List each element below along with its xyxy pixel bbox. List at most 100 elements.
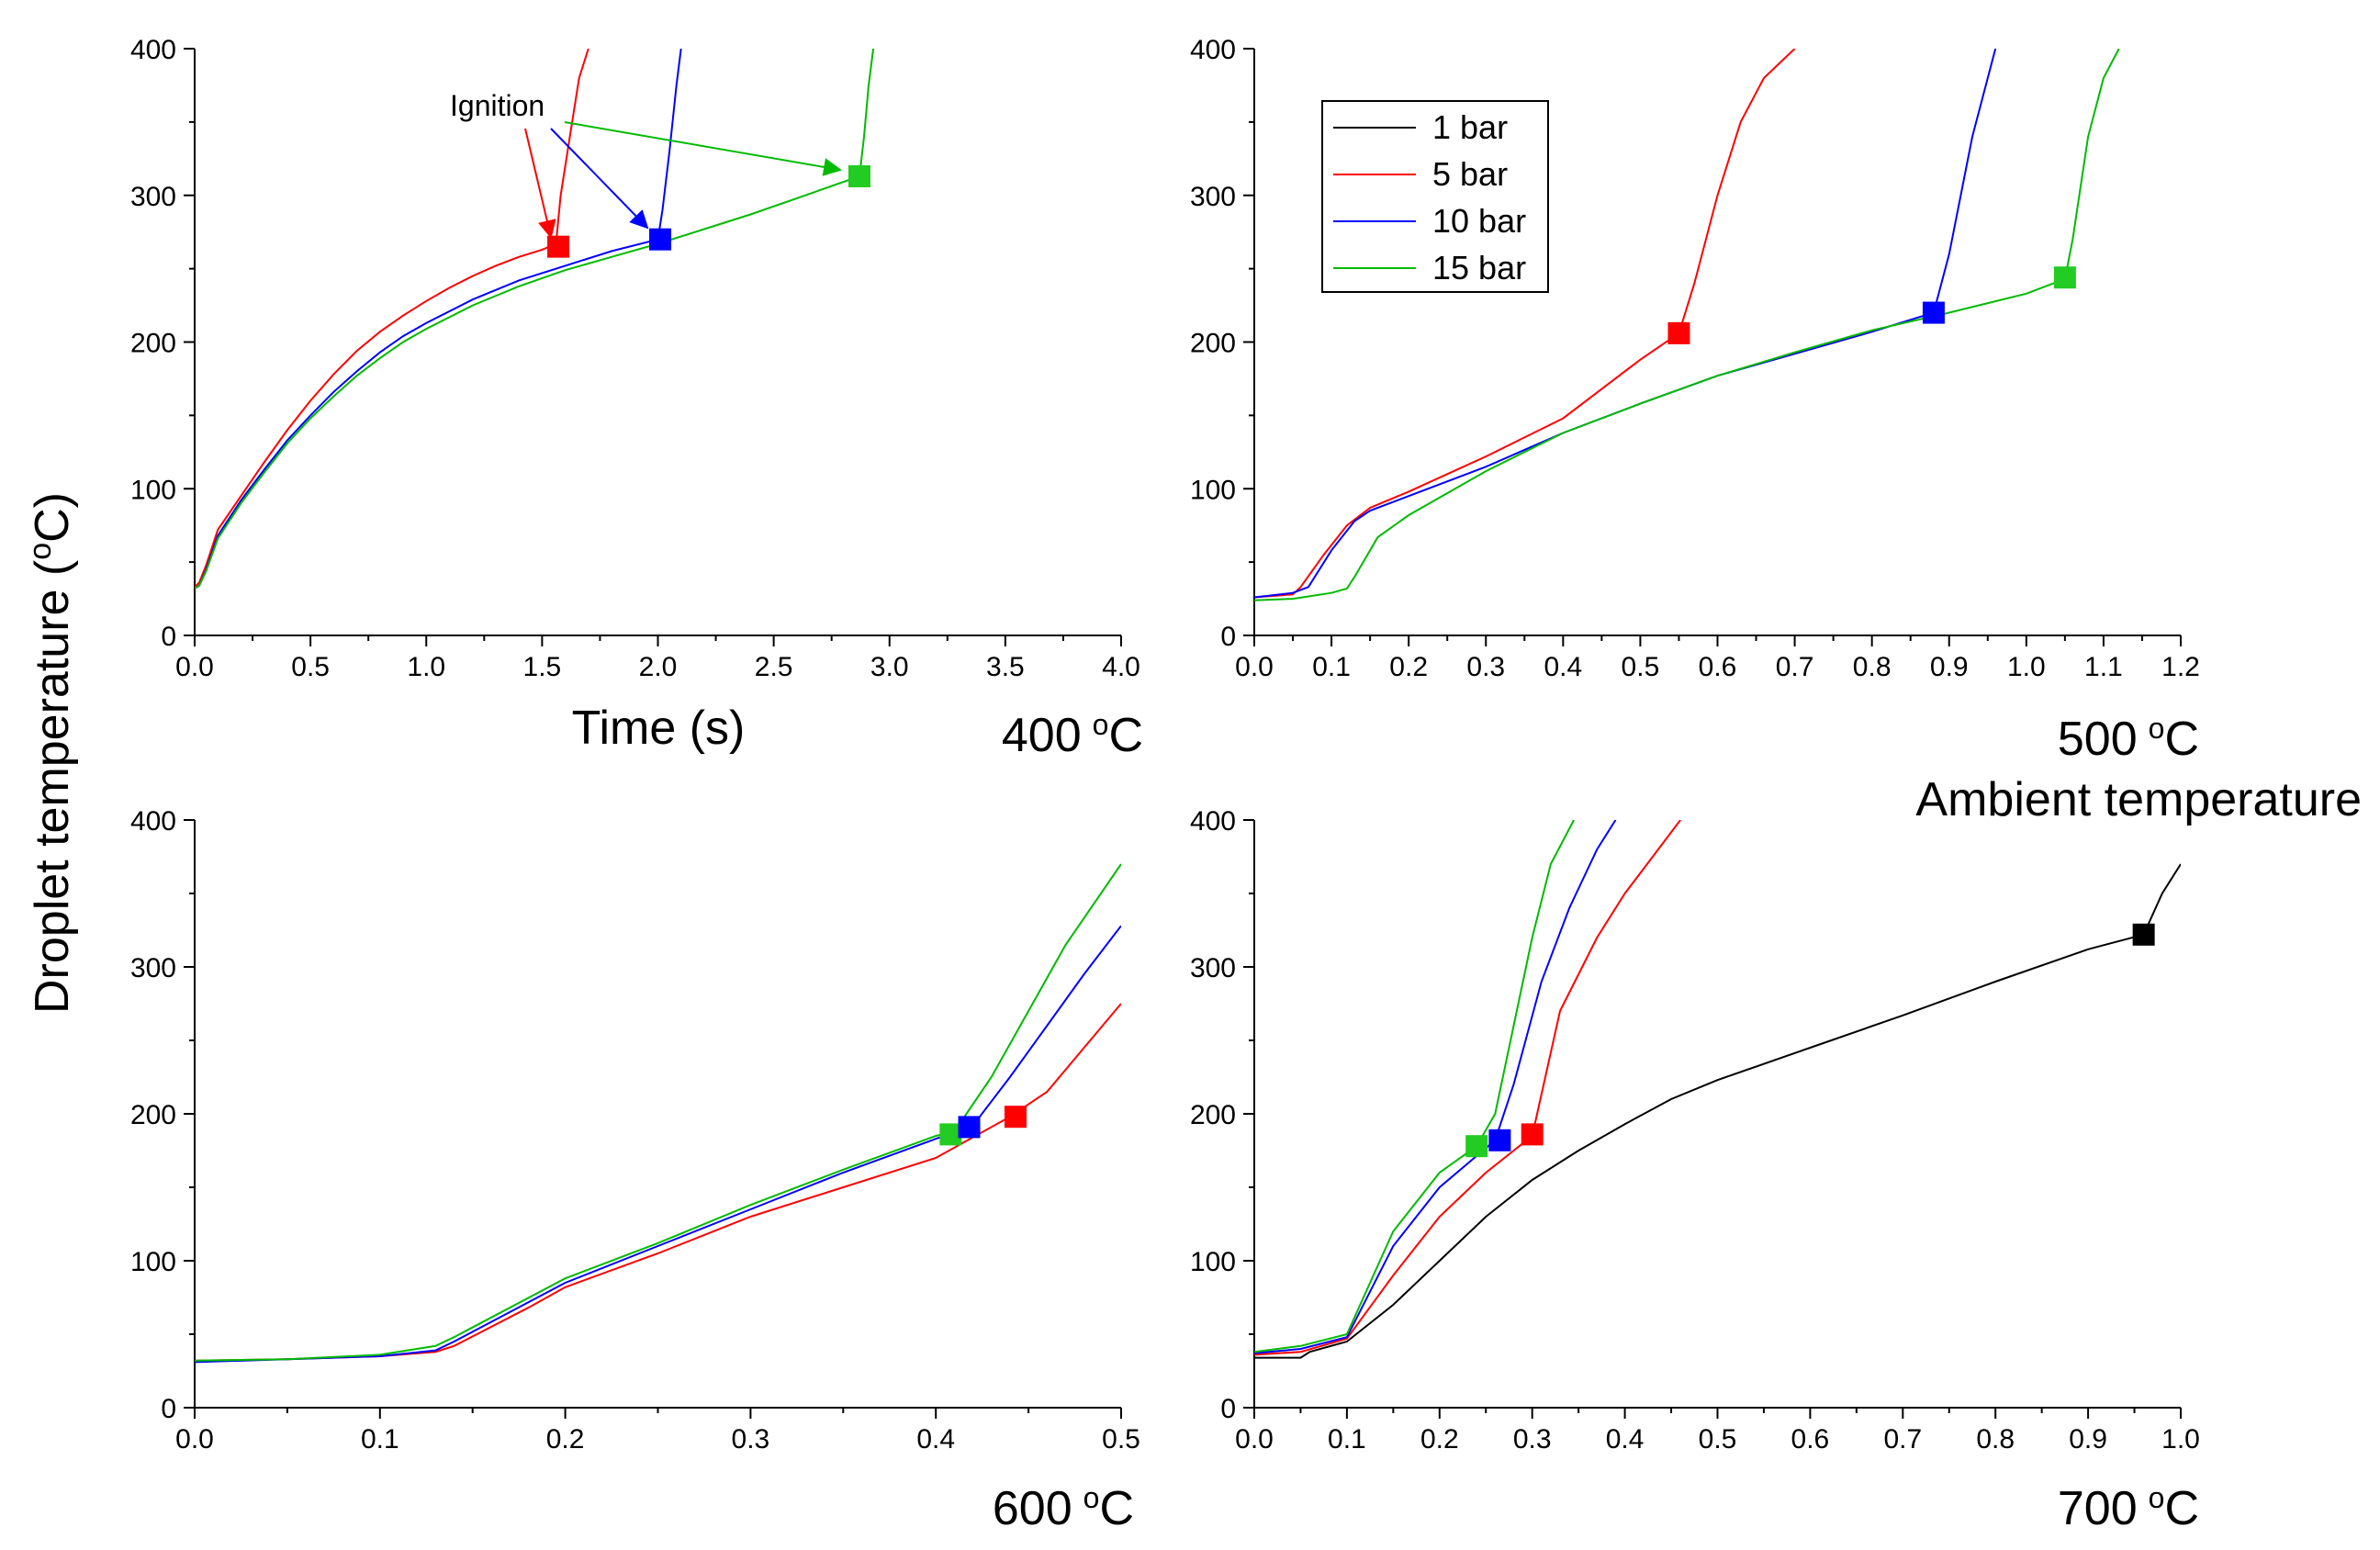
x-tick-label: 0.5 [1622, 652, 1660, 682]
x-tick-label: 0.0 [1235, 652, 1274, 682]
x-tick-label: 0.4 [1544, 652, 1582, 682]
legend-label-15-bar: 15 bar [1432, 249, 1526, 286]
ignition-marker-5-bar [1521, 1123, 1544, 1146]
panel-600c: 0.0 0.1 0.2 0.3 0.4 0.5 0 100 200 300 400 [130, 806, 1140, 1455]
series-line-5-bar [195, 1003, 1121, 1362]
x-tick-label: 0.7 [1883, 1424, 1922, 1455]
panel-label-400c: 400 oC [1002, 708, 1143, 762]
panel-label-500c: 500 oC [2058, 712, 2199, 766]
y-axis-label-text: Droplet temperature ( [26, 559, 79, 1014]
x-tick-label: 0.6 [1699, 652, 1737, 682]
x-tick-label: 0.2 [1389, 652, 1428, 682]
ignition-marker-5-bar [1004, 1106, 1027, 1129]
x-tick-label: 0.3 [732, 1424, 770, 1455]
ignition-marker-10-bar [958, 1116, 981, 1139]
ignition-marker-1-bar [2132, 923, 2155, 946]
ignition-marker-10-bar [1488, 1129, 1511, 1151]
x-tick-label: 0.7 [1776, 652, 1814, 682]
y-tick-label: 400 [130, 35, 176, 65]
ignition-marker-15-bar [939, 1123, 962, 1146]
y-tick-label: 200 [1190, 1100, 1236, 1130]
y-tick-label: 0 [161, 1394, 176, 1424]
series-line-10-bar [195, 49, 682, 590]
y-tick-label: 400 [130, 806, 176, 837]
series-line-1-bar [1254, 863, 2181, 1359]
series-line-5-bar [1254, 49, 1796, 599]
x-tick-label: 1.0 [2161, 1424, 2200, 1455]
ignition-arrow-green [564, 121, 842, 176]
x-tick-label: 1.1 [2084, 652, 2123, 682]
ignition-arrow-red [524, 128, 556, 239]
x-tick-label: 0.2 [546, 1424, 585, 1455]
x-tick-label: 0.9 [1930, 652, 1969, 682]
y-axis-label-unit: C) [26, 492, 79, 543]
x-tick-label: 0.5 [1699, 1424, 1737, 1455]
ignition-marker-15-bar [2053, 266, 2076, 289]
panel-label-600c: 600 oC [993, 1481, 1134, 1535]
series-line-15-bar [195, 49, 875, 590]
series-line-5-bar [195, 49, 589, 589]
legend-label-1-bar: 1 bar [1432, 108, 1508, 146]
x-tick-label: 0.8 [1853, 652, 1892, 682]
y-tick-label: 0 [161, 622, 176, 652]
ignition-marker-10-bar [1922, 301, 1945, 324]
x-tick-label: 0.8 [1976, 1424, 2015, 1455]
x-axis-label: Time (s) [572, 702, 746, 755]
panel-500c: 0.0 0.1 0.2 0.3 0.4 0.5 0.6 0.7 0.8 0.9 1.0 1.1 1.2 0… [1190, 35, 2200, 682]
legend-label-5-bar: 5 bar [1432, 155, 1508, 193]
panel-label-700c: 700 oC [2058, 1481, 2199, 1535]
y-tick-label: 0 [1220, 1394, 1236, 1424]
panel-400c: 0.0 0.5 1.0 1.5 2.0 2.5 3.0 3.5 4.0 0 100 200 300 400 [130, 35, 1140, 682]
ignition-annotation: Ignition [450, 89, 544, 122]
y-tick-label: 100 [130, 1247, 176, 1277]
x-tick-label: 0.6 [1791, 1424, 1830, 1455]
y-tick-label: 200 [130, 329, 176, 359]
legend-frame [1321, 100, 1549, 293]
y-tick-label: 100 [1190, 1247, 1236, 1277]
y-tick-label: 100 [130, 475, 176, 505]
x-tick-label: 0.1 [361, 1424, 399, 1455]
y-tick-label: 300 [1190, 182, 1236, 212]
x-tick-label: 2.5 [755, 652, 793, 682]
ignition-marker-5-bar [1667, 321, 1690, 344]
legend: 1 bar 5 bar 10 bar 15 bar [1321, 100, 1549, 293]
series-line-15-bar [195, 863, 1121, 1362]
x-tick-label: 1.0 [407, 652, 445, 682]
x-tick-label: 0.0 [1235, 1424, 1274, 1455]
y-axis-label-sup: o [23, 543, 58, 560]
x-tick-label: 0.4 [1606, 1424, 1645, 1455]
panel-700c: 0.0 0.1 0.2 0.3 0.4 0.5 0.6 0.7 0.8 0.9 1.0 0 100 200… [1190, 806, 2200, 1455]
x-tick-label: 2.0 [639, 652, 678, 682]
series-line-10-bar [1254, 820, 1617, 1354]
x-tick-label: 0.1 [1312, 652, 1351, 682]
y-tick-label: 100 [1190, 475, 1236, 505]
ignition-arrow-blue [550, 128, 649, 230]
y-tick-label: 0 [1220, 622, 1236, 652]
ignition-marker-15-bar [848, 164, 870, 187]
x-tick-label: 0.5 [1102, 1424, 1140, 1455]
x-tick-label: 1.5 [523, 652, 562, 682]
x-tick-label: 0.4 [916, 1424, 955, 1455]
series-line-10-bar [195, 925, 1121, 1364]
x-tick-label: 0.9 [2069, 1424, 2107, 1455]
x-tick-label: 0.3 [1466, 652, 1505, 682]
y-tick-label: 200 [1190, 329, 1236, 359]
x-tick-label: 0.5 [291, 652, 330, 682]
x-tick-label: 0.0 [175, 652, 214, 682]
y-tick-label: 300 [130, 182, 176, 212]
y-tick-label: 200 [130, 1100, 176, 1130]
x-tick-label: 1.2 [2161, 652, 2200, 682]
x-tick-label: 1.0 [2007, 652, 2046, 682]
x-tick-label: 0.1 [1328, 1424, 1366, 1455]
y-tick-label: 400 [1190, 806, 1236, 837]
x-tick-label: 0.3 [1513, 1424, 1552, 1455]
x-tick-label: 0.0 [175, 1424, 214, 1455]
series-line-15-bar [1254, 820, 1575, 1353]
legend-label-10-bar: 10 bar [1432, 202, 1526, 240]
y-tick-label: 300 [1190, 953, 1236, 983]
y-axis-label: Droplet temperature (oC) [23, 492, 79, 1014]
x-tick-label: 0.2 [1420, 1424, 1459, 1455]
ignition-marker-15-bar [1465, 1135, 1488, 1158]
ignition-marker-5-bar [547, 235, 570, 258]
